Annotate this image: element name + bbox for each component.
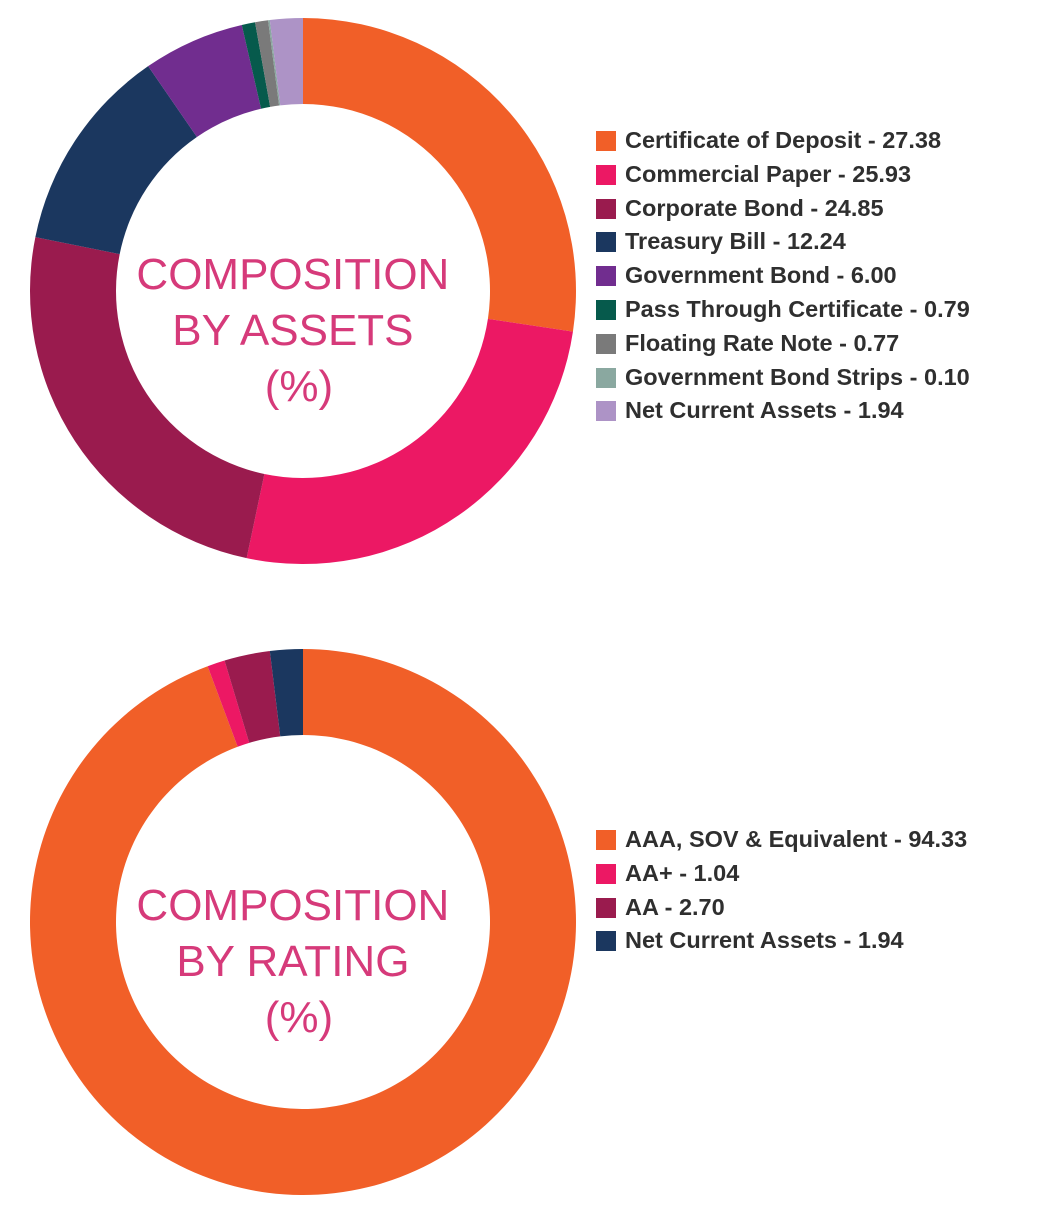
assets-slices	[29, 18, 577, 564]
legend-label: Pass Through Certificate - 0.79	[625, 295, 970, 322]
legend-item: Government Bond - 6.00	[596, 259, 1036, 293]
legend-label: AA+ - 1.04	[625, 859, 740, 886]
legend-label: AA - 2.70	[625, 893, 725, 920]
legend-item: Government Bond Strips - 0.10	[596, 361, 1036, 395]
legend-swatch	[596, 863, 616, 884]
donut-slice	[241, 22, 271, 109]
legend-item: AAA, SOV & Equivalent - 94.33	[596, 823, 1036, 857]
legend-swatch	[596, 131, 616, 151]
legend-swatch	[596, 266, 616, 287]
donut-slice	[30, 649, 577, 1195]
legend-swatch	[596, 333, 616, 354]
legend-label: Certificate of Deposit - 27.38	[625, 127, 942, 153]
legend-item: Treasury Bill - 12.24	[596, 225, 1036, 259]
legend-item: Pass Through Certificate - 0.79	[596, 293, 1036, 327]
legend-swatch	[596, 401, 616, 422]
legend-item: Net Current Assets - 1.94	[596, 394, 1036, 428]
rating-center-label: COMPOSITION BY RATING (%)	[136, 881, 461, 1042]
legend-label: Floating Rate Note - 0.77	[625, 329, 900, 356]
assets-legend: Certificate of Deposit - 27.38 Commercia…	[596, 124, 1036, 428]
donut-slice	[224, 651, 281, 743]
legend-item: Net Current Assets - 1.94	[596, 924, 1036, 958]
legend-label: Corporate Bond - 24.85	[625, 194, 884, 221]
legend-label: Commercial Paper - 25.93	[625, 160, 912, 187]
legend-item: AA+ - 1.04	[596, 857, 1036, 891]
legend-label: Treasury Bill - 12.24	[625, 228, 846, 255]
donut-slice	[148, 24, 262, 137]
legend-item: Certificate of Deposit - 27.38	[596, 124, 1036, 158]
donut-slice	[269, 649, 303, 737]
legend-item: AA - 2.70	[596, 891, 1036, 925]
legend-item: Corporate Bond - 24.85	[596, 192, 1036, 226]
assets-center-label: COMPOSITION BY ASSETS (%)	[136, 250, 461, 411]
donut-slice	[207, 660, 250, 747]
legend-swatch	[596, 931, 616, 952]
assets-center-line-1: COMPOSITION	[136, 250, 449, 299]
rating-center-line-3: (%)	[265, 993, 333, 1042]
donut-slice	[29, 237, 265, 559]
legend-swatch	[596, 198, 616, 219]
legend-label: Net Current Assets - 1.94	[625, 927, 904, 954]
rating-slices	[30, 649, 577, 1195]
assets-center-line-2: BY ASSETS	[172, 306, 413, 355]
rating-center-line-1: COMPOSITION	[136, 881, 449, 930]
legend-label: Net Current Assets - 1.94	[625, 397, 904, 424]
legend-swatch	[596, 897, 616, 918]
donut-slice	[268, 20, 281, 106]
donut-slice	[246, 318, 573, 564]
donut-slice	[255, 20, 280, 107]
assets-donut-chart: COMPOSITION BY ASSETS (%)	[29, 18, 577, 564]
legend-swatch	[596, 299, 616, 320]
donut-slice	[35, 66, 197, 255]
legend-swatch	[596, 830, 616, 850]
legend-label: AAA, SOV & Equivalent - 94.33	[625, 826, 968, 852]
legend-label: Government Bond - 6.00	[625, 262, 897, 289]
donut-slice	[269, 18, 303, 106]
legend-swatch	[596, 232, 616, 253]
legend-item: Floating Rate Note - 0.77	[596, 327, 1036, 361]
legend-label: Government Bond Strips - 0.10	[625, 363, 970, 390]
legend-swatch	[596, 367, 616, 388]
donut-slice	[303, 18, 577, 332]
assets-center-line-3: (%)	[265, 362, 333, 411]
rating-center-line-2: BY RATING	[176, 937, 409, 986]
rating-legend: AAA, SOV & Equivalent - 94.33 AA+ - 1.04…	[596, 823, 1036, 958]
legend-swatch	[596, 164, 616, 185]
legend-item: Commercial Paper - 25.93	[596, 158, 1036, 192]
rating-donut-chart: COMPOSITION BY RATING (%)	[30, 649, 577, 1195]
